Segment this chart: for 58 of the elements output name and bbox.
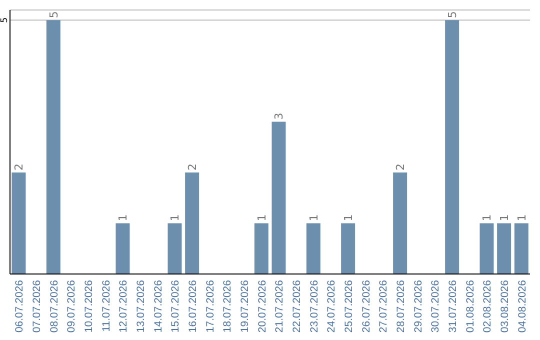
x-tick-label: 01.08.2026 [464, 280, 476, 333]
x-tick-label: 27.07.2026 [378, 280, 390, 333]
x-tick-label: 24.07.2026 [326, 280, 338, 333]
data-label: 5 [47, 11, 60, 18]
bar [341, 223, 356, 274]
x-tick-label: 13.07.2026 [135, 280, 147, 333]
x-tick-label: 20.07.2026 [256, 280, 268, 333]
x-tick-label: 14.07.2026 [152, 280, 164, 333]
x-tick-label: 04.08.2026 [516, 280, 528, 333]
x-tick-label: 15.07.2026 [170, 280, 182, 333]
data-label: 1 [498, 214, 512, 222]
x-tick-label: 10.07.2026 [83, 280, 95, 333]
x-tick-label: 30.07.2026 [430, 280, 442, 333]
bar [12, 172, 26, 274]
x-tick-label: 21.07.2026 [274, 280, 286, 333]
data-label: 2 [186, 163, 200, 170]
data-label: 2 [394, 163, 408, 170]
data-label: 1 [480, 214, 494, 222]
data-label: 3 [272, 112, 286, 120]
data-label: 1 [342, 214, 356, 222]
x-tick-label: 17.07.2026 [204, 280, 216, 333]
x-tick-label: 09.07.2026 [66, 280, 78, 333]
data-label: 1 [255, 214, 268, 222]
x-tick-label: 19.07.2026 [239, 280, 251, 333]
x-tick-label: 18.07.2026 [222, 280, 234, 333]
data-label: 1 [307, 214, 320, 222]
x-tick-label: 23.07.2026 [308, 280, 320, 333]
bar [272, 122, 286, 274]
x-tick-label: 11.07.2026 [100, 280, 112, 332]
bar [168, 223, 182, 274]
x-tick-label: 12.07.2026 [118, 280, 130, 333]
data-label: 1 [168, 214, 182, 222]
x-tick-label: 28.07.2026 [395, 280, 407, 333]
x-tick-label: 03.08.2026 [499, 280, 511, 333]
bar [480, 223, 494, 274]
bar [254, 223, 268, 274]
x-tick-label: 06.07.2026 [14, 280, 26, 333]
bar [514, 223, 528, 274]
bar [116, 223, 130, 274]
bar [185, 172, 200, 274]
data-label: 1 [116, 214, 130, 222]
x-tick-label: 22.07.2026 [291, 280, 303, 333]
bar [393, 172, 408, 274]
bar [445, 20, 460, 274]
x-tick-label: 31.07.2026 [447, 280, 459, 333]
x-tick-label: 16.07.2026 [187, 280, 199, 333]
bar [497, 223, 512, 274]
data-label: 5 [446, 11, 460, 18]
bar [46, 20, 60, 274]
x-tick-label: 26.07.2026 [360, 280, 372, 333]
x-tick-label: 02.08.2026 [482, 280, 494, 333]
x-tick-label: 07.07.2026 [31, 280, 43, 333]
data-label: 1 [515, 214, 528, 222]
x-tick-label: 25.07.2026 [343, 280, 355, 333]
bar [306, 223, 320, 274]
data-label: 2 [12, 163, 26, 170]
x-tick-label: 29.07.2026 [412, 280, 424, 333]
x-tick-label: 08.07.2026 [48, 280, 60, 333]
